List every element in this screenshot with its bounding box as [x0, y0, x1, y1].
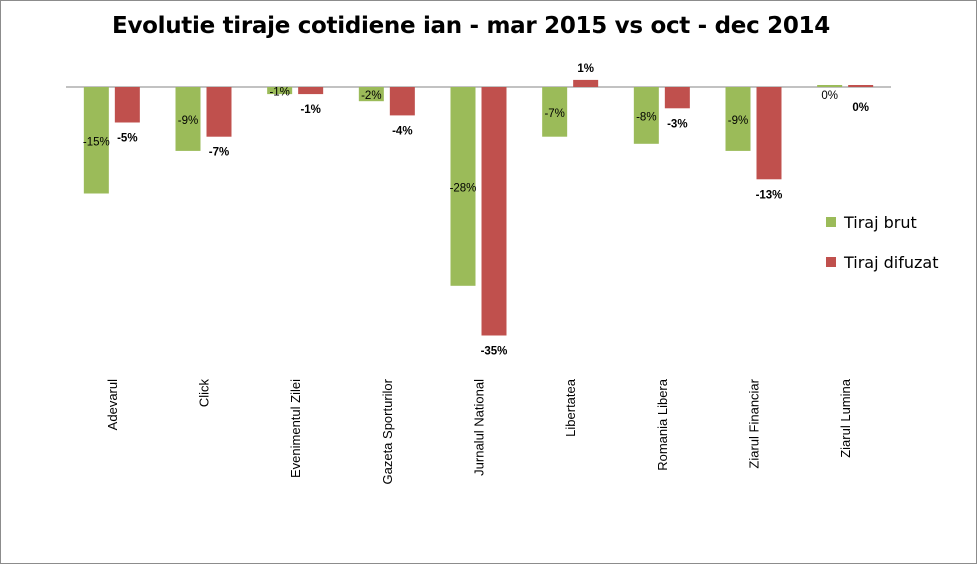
data-label-tiraj-brut: -28%: [450, 182, 477, 194]
bar-tiraj-difuzat: [573, 79, 599, 87]
bar-tiraj-brut: [267, 87, 293, 95]
bar-tiraj-difuzat: [389, 87, 415, 116]
bar-tiraj-brut: [83, 87, 109, 194]
bar-tiraj-brut: [450, 87, 476, 286]
bar-tiraj-brut: [542, 87, 568, 137]
data-label-tiraj-difuzat: 0%: [852, 102, 869, 114]
data-label-tiraj-brut: -8%: [636, 111, 656, 123]
bar-tiraj-brut: [817, 85, 843, 87]
bar-tiraj-brut: [175, 87, 201, 151]
data-label-tiraj-brut: -1%: [269, 87, 289, 99]
data-label-tiraj-brut: -9%: [728, 115, 748, 127]
data-label-tiraj-difuzat: -4%: [392, 125, 412, 137]
legend: Tiraj brut Tiraj difuzat: [826, 211, 939, 291]
legend-label-tiraj-brut: Tiraj brut: [844, 212, 917, 232]
legend-swatch-tiraj-brut: [826, 217, 836, 227]
category-label: Romania Libera: [655, 378, 670, 471]
legend-item-tiraj-difuzat: Tiraj difuzat: [826, 251, 939, 273]
chart-title: Evolutie tiraje cotidiene ian - mar 2015…: [112, 13, 830, 39]
data-label-tiraj-difuzat: -7%: [209, 147, 229, 159]
data-label-tiraj-difuzat: -1%: [300, 104, 320, 116]
bar-tiraj-difuzat: [664, 87, 690, 109]
bar-tiraj-brut: [358, 87, 384, 102]
legend-item-tiraj-brut: Tiraj brut: [826, 211, 939, 233]
data-label-tiraj-brut: -9%: [178, 115, 198, 127]
bar-tiraj-difuzat: [756, 87, 782, 180]
bar-tiraj-brut: [633, 87, 659, 144]
legend-label-tiraj-difuzat: Tiraj difuzat: [844, 252, 939, 272]
bar-tiraj-difuzat: [206, 87, 232, 137]
category-label: Jurnalul National: [472, 379, 487, 476]
category-label: Adevarul: [105, 379, 120, 430]
category-label: Ziarul Lumina: [838, 378, 853, 458]
data-label-tiraj-difuzat: -35%: [481, 346, 508, 358]
bar-tiraj-difuzat: [114, 87, 140, 123]
data-label-tiraj-difuzat: -5%: [117, 133, 137, 145]
data-label-tiraj-difuzat: -13%: [756, 189, 783, 201]
data-label-tiraj-difuzat: -3%: [667, 118, 687, 130]
bar-tiraj-difuzat: [298, 87, 324, 95]
data-label-tiraj-brut: -2%: [361, 90, 381, 102]
data-label-tiraj-brut: 0%: [821, 90, 838, 102]
legend-swatch-tiraj-difuzat: [826, 257, 836, 267]
category-label: Click: [197, 379, 212, 408]
data-label-tiraj-brut: -7%: [544, 108, 564, 120]
category-label: Gazeta Sporturilor: [380, 378, 395, 484]
data-label-tiraj-brut: -15%: [83, 136, 110, 148]
category-label: Libertatea: [563, 378, 578, 437]
bar-tiraj-difuzat: [848, 85, 874, 87]
category-label: Evenimentul Zilei: [288, 379, 303, 478]
category-label: Ziarul Financiar: [747, 378, 762, 468]
bar-tiraj-difuzat: [481, 87, 507, 336]
data-label-tiraj-difuzat: 1%: [577, 63, 594, 75]
bar-tiraj-brut: [725, 87, 751, 151]
